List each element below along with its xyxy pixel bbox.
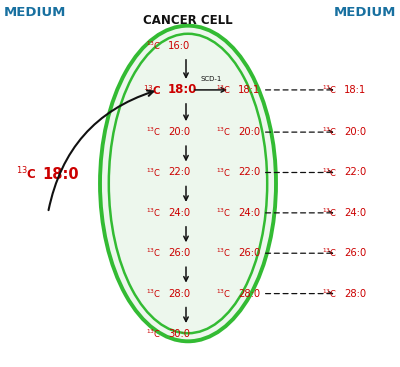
- Text: 20:0: 20:0: [168, 127, 190, 137]
- Text: $^{13}$C: $^{13}$C: [146, 207, 162, 219]
- Text: 26:0: 26:0: [168, 248, 190, 258]
- Text: $^{13}$C: $^{13}$C: [146, 328, 162, 340]
- Text: SCD-1: SCD-1: [200, 76, 222, 82]
- Text: 30:0: 30:0: [168, 329, 190, 339]
- Text: $^{13}$C: $^{13}$C: [146, 166, 162, 179]
- Text: 18:0: 18:0: [42, 167, 79, 182]
- Text: MEDIUM: MEDIUM: [4, 6, 66, 19]
- Text: 20:0: 20:0: [344, 127, 366, 137]
- Ellipse shape: [100, 26, 276, 341]
- Text: $^{13}$C: $^{13}$C: [216, 84, 232, 96]
- Text: 24:0: 24:0: [168, 208, 190, 218]
- Text: $^{13}$C: $^{13}$C: [322, 207, 338, 219]
- Text: $^{13}$C: $^{13}$C: [216, 207, 232, 219]
- Text: $^{13}$C: $^{13}$C: [322, 126, 338, 138]
- Text: $^{13}$C: $^{13}$C: [143, 83, 162, 97]
- Text: $^{13}$C: $^{13}$C: [146, 247, 162, 259]
- Text: 22:0: 22:0: [168, 167, 190, 178]
- Text: $^{13}$C: $^{13}$C: [16, 166, 37, 183]
- Text: 26:0: 26:0: [344, 248, 366, 258]
- Text: $^{13}$C: $^{13}$C: [146, 287, 162, 300]
- Text: $^{13}$C: $^{13}$C: [322, 84, 338, 96]
- Text: $^{13}$C: $^{13}$C: [322, 166, 338, 179]
- Text: 22:0: 22:0: [238, 167, 260, 178]
- Text: 20:0: 20:0: [238, 127, 260, 137]
- Text: $^{13}$C: $^{13}$C: [216, 126, 232, 138]
- Text: $^{13}$C: $^{13}$C: [216, 247, 232, 259]
- Text: $^{13}$C: $^{13}$C: [146, 40, 162, 52]
- Text: 28:0: 28:0: [168, 288, 190, 299]
- Text: $^{13}$C: $^{13}$C: [322, 287, 338, 300]
- Text: 28:0: 28:0: [238, 288, 260, 299]
- Text: 26:0: 26:0: [238, 248, 260, 258]
- Text: 16:0: 16:0: [168, 41, 190, 51]
- Text: 28:0: 28:0: [344, 288, 366, 299]
- Text: 24:0: 24:0: [238, 208, 260, 218]
- Text: 24:0: 24:0: [344, 208, 366, 218]
- Text: 18:1: 18:1: [238, 85, 260, 95]
- Text: 18:0: 18:0: [168, 83, 197, 97]
- Text: CANCER CELL: CANCER CELL: [143, 14, 233, 27]
- Text: $^{13}$C: $^{13}$C: [146, 126, 162, 138]
- Text: $^{13}$C: $^{13}$C: [216, 166, 232, 179]
- Text: $^{13}$C: $^{13}$C: [322, 247, 338, 259]
- Text: 18:1: 18:1: [344, 85, 366, 95]
- Text: $^{13}$C: $^{13}$C: [216, 287, 232, 300]
- Text: MEDIUM: MEDIUM: [334, 6, 396, 19]
- Text: 22:0: 22:0: [344, 167, 366, 178]
